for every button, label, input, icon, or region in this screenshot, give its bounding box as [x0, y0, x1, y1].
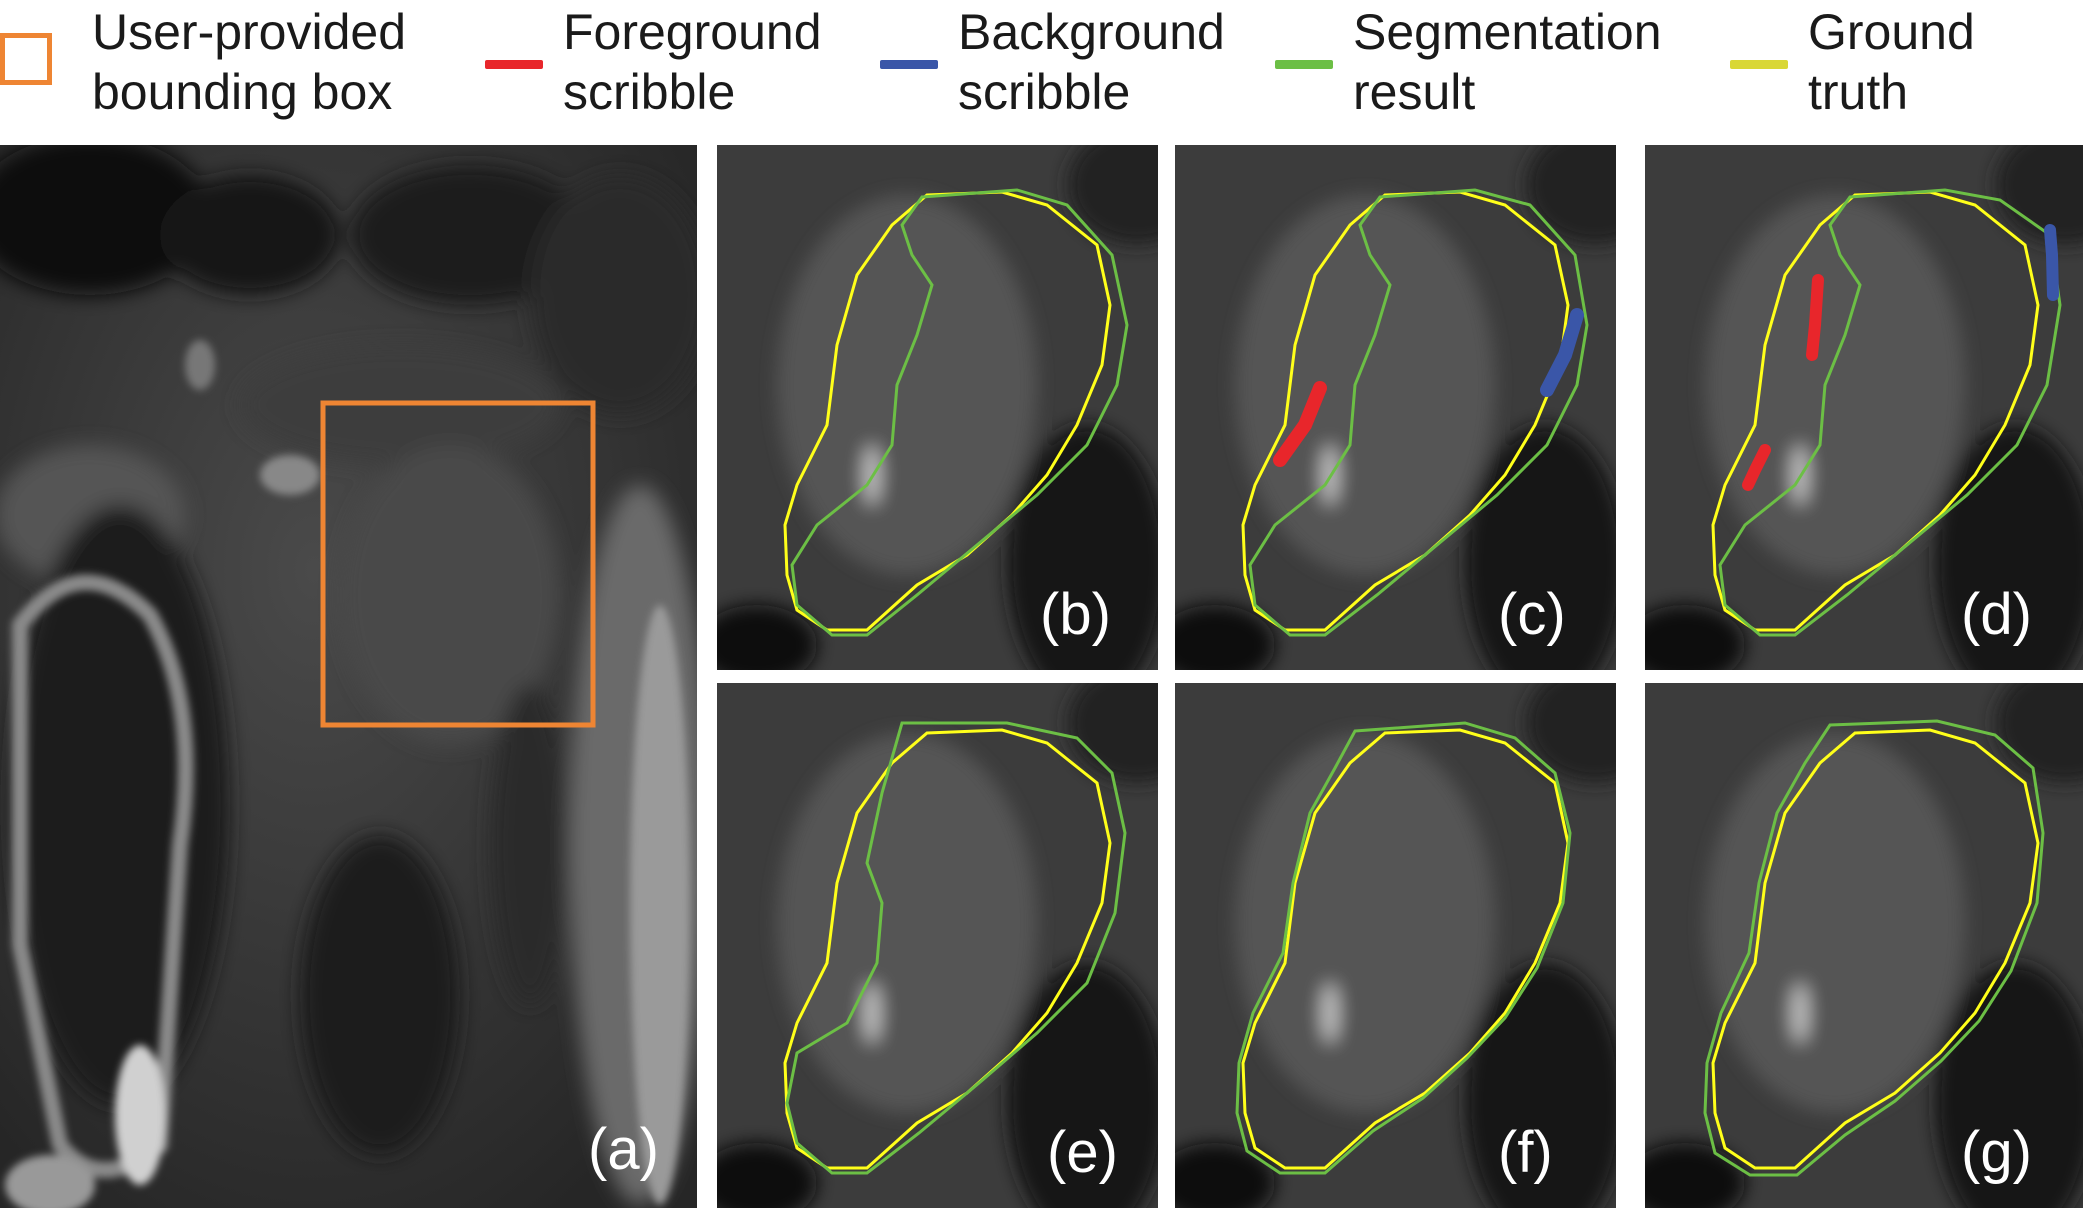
panel-g-result: (g) [1645, 683, 2083, 1208]
segmentation-result-contour [1235, 721, 1572, 1175]
legend-line1: User-provided [92, 4, 407, 60]
ground-truth-contour [783, 190, 1112, 632]
panel-label-e: (e) [1047, 1120, 1118, 1185]
panel-b-image [717, 145, 1158, 670]
legend-text: Foreground scribble [563, 2, 822, 122]
segmentation-result-contour [1248, 188, 1589, 637]
legend-line1: Foreground [563, 4, 822, 60]
legend: User-provided bounding box Foreground sc… [0, 0, 2083, 140]
ground-truth-contour [1711, 728, 2040, 1170]
user-bounding-box [320, 400, 596, 728]
legend-text: Ground truth [1808, 2, 1975, 122]
legend-line2: bounding box [92, 64, 393, 120]
legend-text: User-provided bounding box [92, 2, 406, 122]
panel-label-g: (g) [1961, 1120, 2032, 1185]
legend-line2: scribble [563, 64, 736, 120]
segmentation-result-contour [1703, 719, 2045, 1177]
panel-e-result: (e) [717, 683, 1158, 1208]
panel-b-initial-segmentation: (b) [717, 145, 1158, 670]
segmentation-result-swatch-icon [1275, 60, 1333, 69]
segmentation-result-contour [785, 721, 1127, 1175]
ground-truth-contour [1241, 728, 1570, 1170]
panel-e-image [717, 683, 1158, 1208]
background-scribble-swatch-icon [880, 60, 938, 69]
panel-label-a: (a) [588, 1117, 659, 1182]
background-scribble [1540, 308, 1584, 397]
legend-line2: truth [1808, 64, 1909, 120]
ground-truth-contour [783, 728, 1112, 1170]
ground-truth-contour [1241, 190, 1570, 632]
legend-line1: Segmentation [1353, 4, 1662, 60]
panel-d-image [1645, 145, 2083, 670]
legend-text: Background scribble [958, 2, 1225, 122]
legend-text: Segmentation result [1353, 2, 1662, 122]
background-scribble [2044, 224, 2059, 301]
foreground-scribble [1273, 381, 1327, 467]
foreground-scribble-bottom [1742, 444, 1771, 491]
ground-truth-swatch-icon [1730, 60, 1788, 69]
panel-label-f: (f) [1498, 1120, 1553, 1185]
panel-label-d: (d) [1961, 582, 2032, 647]
panel-f-result: (f) [1175, 683, 1616, 1208]
ground-truth-contour [1711, 190, 2040, 632]
panel-label-b: (b) [1040, 582, 1111, 647]
legend-line1: Background [958, 4, 1225, 60]
segmentation-result-contour [790, 188, 1129, 637]
panel-f-image [1175, 683, 1616, 1208]
bounding-box-swatch-icon [0, 33, 52, 85]
legend-line2: scribble [958, 64, 1131, 120]
legend-line1: Ground [1808, 4, 1975, 60]
foreground-scribble-top [1806, 274, 1824, 361]
panel-c-with-scribbles: (c) [1175, 145, 1616, 670]
panel-d-with-scribbles: (d) [1645, 145, 2083, 670]
panel-a-mri-image: (a) [0, 145, 697, 1208]
legend-line2: result [1353, 64, 1476, 120]
mri-scan-image [0, 145, 697, 1208]
foreground-scribble-swatch-icon [485, 60, 543, 69]
panel-c-image [1175, 145, 1616, 670]
panel-label-c: (c) [1498, 582, 1566, 647]
panel-g-image [1645, 683, 2083, 1208]
